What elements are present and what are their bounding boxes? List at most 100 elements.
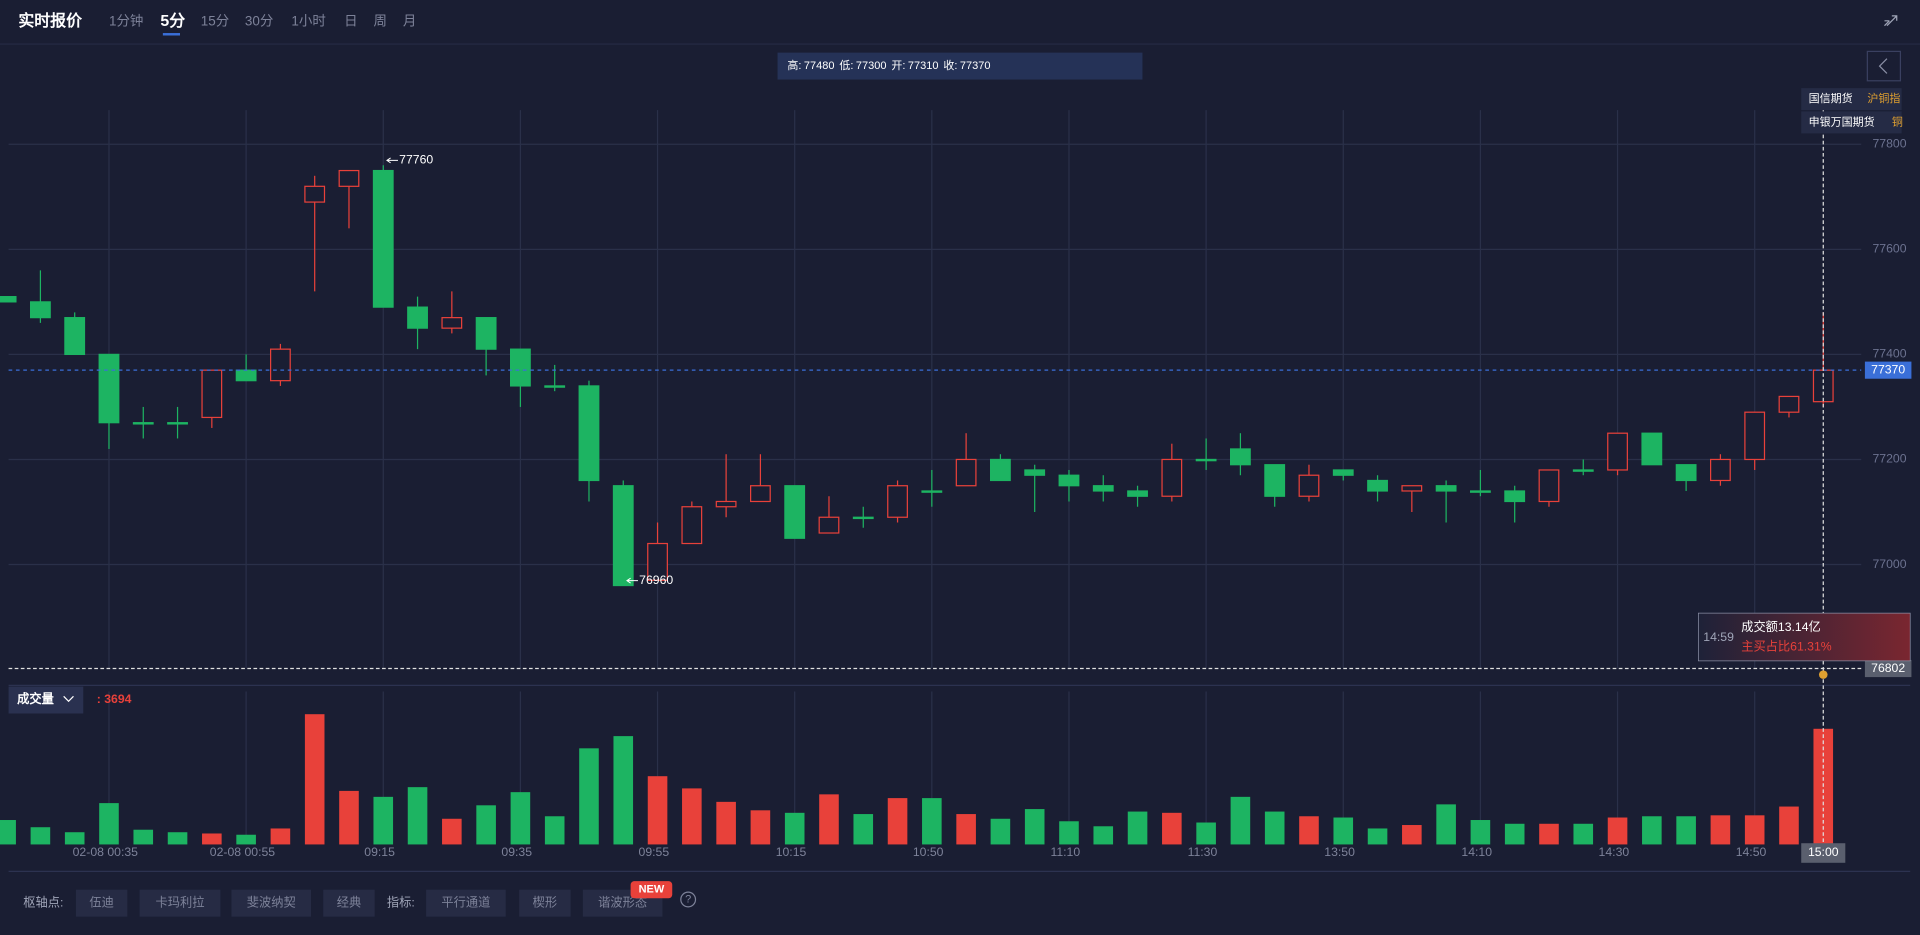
info-value: 77480 bbox=[804, 60, 835, 72]
toolbar-button-label[interactable]: 楔形 bbox=[533, 895, 557, 909]
volume-value: : 3694 bbox=[97, 692, 132, 706]
volume-bar bbox=[1230, 796, 1251, 845]
volume-bar bbox=[1436, 804, 1456, 845]
candle-body bbox=[1127, 490, 1148, 497]
candle-body bbox=[1195, 458, 1217, 462]
candle-body bbox=[1264, 464, 1286, 497]
candle-body bbox=[818, 516, 840, 534]
candle-body bbox=[887, 485, 908, 518]
x-tick-label: 09:55 bbox=[639, 845, 670, 859]
x-tick-label: 14:30 bbox=[1599, 845, 1630, 859]
y-tick-label: 77600 bbox=[1872, 242, 1906, 256]
crosshair-price-tag bbox=[1864, 659, 1912, 678]
volume-bar bbox=[1299, 816, 1319, 845]
candle-body bbox=[1092, 485, 1114, 492]
toolbar-button[interactable] bbox=[519, 889, 571, 917]
side-toggle-icon bbox=[1878, 58, 1888, 74]
broker-tag bbox=[1801, 111, 1902, 134]
volume-bar bbox=[304, 714, 325, 845]
ohlc-info: 高: 77480 低: 77300 开: 77310 收: 77370 bbox=[787, 58, 990, 72]
y-tick-label: 77800 bbox=[1872, 137, 1906, 151]
y-tick-label: 77400 bbox=[1872, 347, 1906, 361]
volume-bar bbox=[1573, 823, 1594, 845]
timeframe-tab[interactable]: 5分 bbox=[160, 12, 185, 30]
toolbar-button-label[interactable]: 平行通道 bbox=[441, 895, 490, 909]
volume-bar bbox=[1162, 812, 1182, 845]
x-tick-label: 14:10 bbox=[1461, 845, 1492, 859]
candle-body bbox=[1538, 469, 1560, 503]
volume-bar bbox=[784, 812, 805, 845]
timeframe-tab[interactable]: 周 bbox=[373, 14, 386, 29]
candle-body bbox=[1675, 464, 1697, 482]
candle-body bbox=[372, 169, 394, 308]
cursor-time-tag bbox=[1801, 843, 1846, 863]
info-value: 77370 bbox=[960, 60, 991, 72]
volume-bar bbox=[1196, 822, 1216, 845]
volume-bar bbox=[1127, 811, 1148, 845]
volume-title: 成交量 bbox=[17, 691, 54, 706]
timeframe-tab[interactable]: 1分钟 bbox=[109, 13, 143, 29]
candle-body bbox=[1058, 474, 1080, 487]
volume-selector[interactable] bbox=[8, 686, 84, 714]
timeframe-tab[interactable]: 日 bbox=[344, 14, 357, 29]
toolbar-button-label[interactable]: 经典 bbox=[337, 895, 361, 909]
toolbar-button[interactable] bbox=[323, 889, 375, 917]
x-tick-label: 15:00 bbox=[1808, 845, 1839, 859]
volume-bar bbox=[750, 810, 771, 845]
volume-bar bbox=[30, 827, 51, 845]
volume-bar bbox=[373, 796, 394, 845]
collapse-icon[interactable] bbox=[1884, 15, 1898, 27]
candle-body bbox=[132, 422, 154, 425]
volume-bar bbox=[407, 787, 428, 845]
volume-bar bbox=[682, 788, 702, 845]
candle-body bbox=[1401, 485, 1423, 492]
volume-bar bbox=[1710, 815, 1731, 845]
candle-body bbox=[544, 385, 566, 388]
info-label: 开: bbox=[891, 60, 905, 72]
volume-bar bbox=[1024, 809, 1045, 845]
candle-body bbox=[304, 185, 326, 203]
timeframe-tab[interactable]: 30分 bbox=[245, 14, 273, 29]
volume-bar bbox=[1504, 823, 1525, 845]
info-label: 高: bbox=[787, 58, 801, 72]
toolbar-button[interactable] bbox=[139, 889, 221, 917]
extreme-arrow bbox=[626, 577, 638, 584]
toolbar-button-label[interactable]: 斐波纳契 bbox=[247, 895, 296, 909]
candle-body bbox=[201, 369, 223, 419]
last-price-label: 77370 bbox=[1871, 362, 1905, 376]
volume-prefix: : bbox=[97, 692, 104, 706]
crosshair-dot bbox=[1818, 670, 1828, 679]
volume-bar bbox=[579, 748, 599, 845]
timeframe-tab[interactable]: 1小时 bbox=[291, 14, 325, 29]
help-icon[interactable] bbox=[680, 891, 697, 908]
side-toggle[interactable] bbox=[1866, 50, 1902, 82]
toolbar-button[interactable] bbox=[75, 889, 128, 917]
broker-tag bbox=[1801, 88, 1902, 111]
y-tick-label: 77200 bbox=[1872, 452, 1906, 466]
broker-symbol: 铜 bbox=[1892, 114, 1903, 128]
candle-body bbox=[647, 542, 668, 581]
candle-body bbox=[64, 317, 86, 356]
info-label: 低: bbox=[839, 59, 853, 72]
volume-bar bbox=[133, 829, 154, 845]
timeframe-tab[interactable]: 15分 bbox=[201, 14, 229, 29]
volume-bar bbox=[1539, 823, 1559, 845]
toolbar-button-label[interactable]: 谐波形态 bbox=[598, 895, 647, 909]
toolbar-button[interactable] bbox=[231, 889, 312, 917]
new-badge-label: NEW bbox=[639, 884, 665, 896]
candle-body bbox=[1504, 490, 1526, 503]
candle-body bbox=[578, 385, 600, 482]
timeframe-tab[interactable]: 月 bbox=[403, 14, 416, 29]
new-badge bbox=[630, 881, 673, 899]
volume-bar bbox=[544, 816, 565, 845]
extreme-label: 76960 bbox=[639, 573, 673, 587]
pivot-label: 枢轴点: bbox=[23, 894, 63, 909]
candle-body bbox=[1572, 469, 1594, 472]
toolbar-button-label[interactable]: 卡玛利拉 bbox=[156, 894, 205, 909]
toolbar-button-label[interactable]: 伍迪 bbox=[89, 895, 113, 909]
volume-bar bbox=[1642, 816, 1662, 845]
candle-body bbox=[0, 296, 17, 303]
toolbar-button[interactable] bbox=[426, 889, 506, 917]
